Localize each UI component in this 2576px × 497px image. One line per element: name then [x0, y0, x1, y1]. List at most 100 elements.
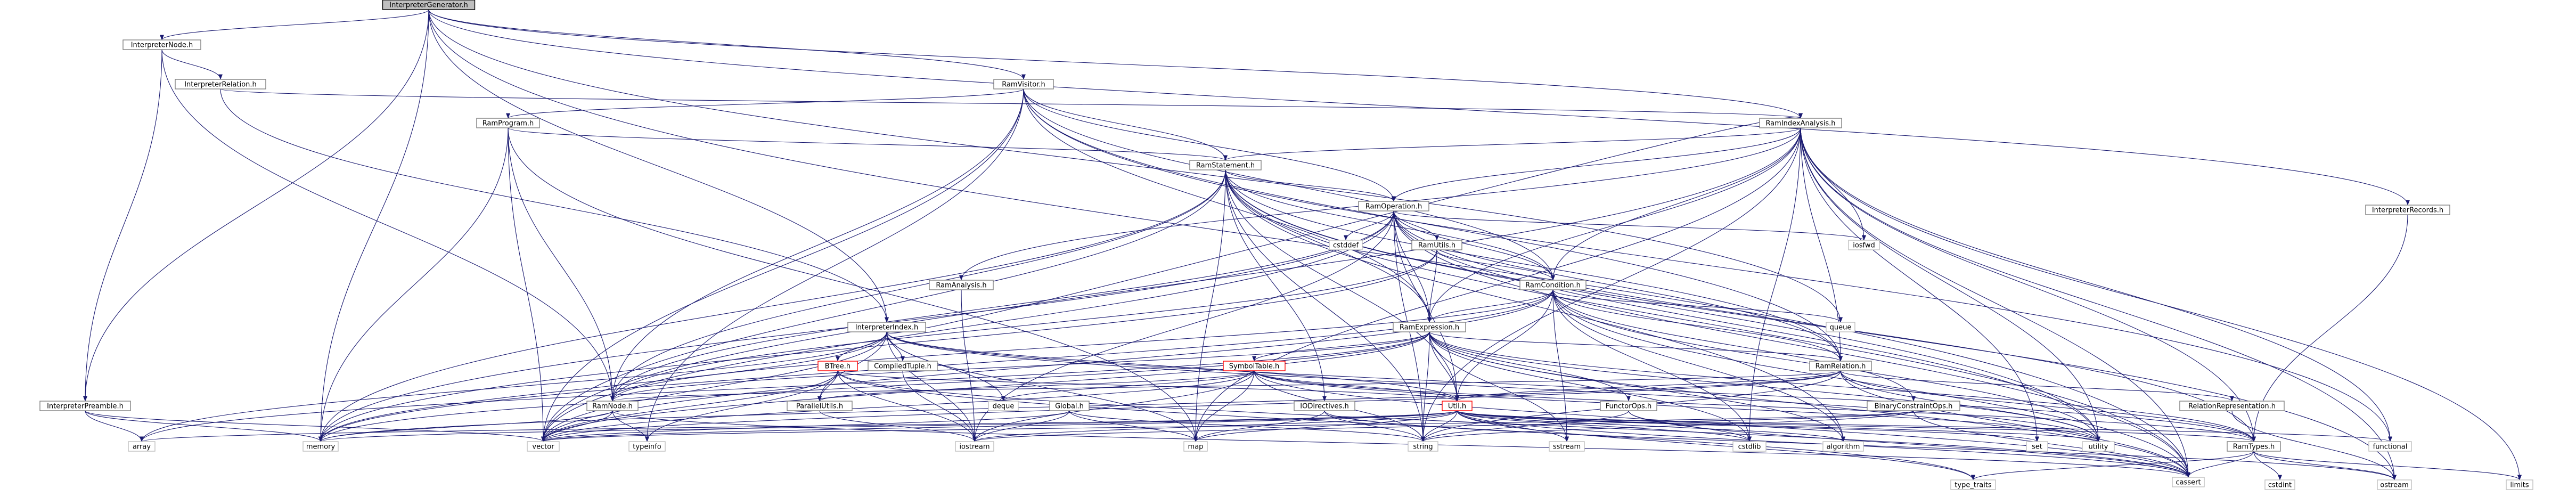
- node-ramprogram-h[interactable]: RamProgram.h: [476, 118, 540, 128]
- node-box: [2368, 441, 2412, 452]
- edge-ramtypes-h-to-cstdint: [2253, 451, 2282, 480]
- edge-interpreterindex-h-to-memory: [318, 331, 887, 442]
- edge-interpretergenerator-h-to-interpreternode-h: [160, 9, 429, 40]
- edge-ramprogram-h-to-vector: [508, 127, 545, 442]
- edge-ramindexanalysis-h-to-cstdlib: [1747, 127, 1801, 442]
- edge-ramvisitor-h-to-ramexpression-h: [1023, 88, 1432, 323]
- node-compiledtuple-h[interactable]: CompiledTuple.h: [868, 361, 938, 371]
- node-box: [1809, 361, 1872, 371]
- node-string: string: [1408, 441, 1438, 452]
- edge-ramrelation-h-to-cassert: [1840, 370, 2190, 478]
- node-box: [628, 441, 666, 452]
- node-ramcondition-h[interactable]: RamCondition.h: [1519, 280, 1587, 290]
- edge-ramutils-h-to-ramnode-h: [610, 249, 1437, 402]
- edge-interpretergenerator-h-to-cassert: [428, 9, 2190, 478]
- edge-ramoperation-h-to-cassert: [1393, 210, 2190, 478]
- node-parallelutils-h[interactable]: ParallelUtils.h: [787, 401, 853, 411]
- node-ramvisitor-h[interactable]: RamVisitor.h: [993, 79, 1054, 89]
- edge-util-h-to-algorithm: [1457, 410, 1845, 442]
- edge-ramtypes-h-to-cassert: [2186, 451, 2254, 478]
- edge-iodirectives-h-to-string: [1324, 410, 1425, 442]
- node-label: IODirectives.h: [1300, 403, 1348, 411]
- edge-ramtypes-h-to-limits: [2253, 451, 2522, 480]
- node-functorops-h[interactable]: FunctorOps.h: [1600, 401, 1657, 411]
- edge-binaryconstraintops-h-to-iostream: [972, 410, 1914, 442]
- edge-ramindexanalysis-h-to-map: [1193, 127, 1801, 442]
- node-type-traits: type_traits: [1950, 479, 1996, 490]
- node-iostream: iostream: [955, 441, 994, 452]
- node-ramrelation-h[interactable]: RamRelation.h: [1809, 361, 1872, 371]
- node-label: string: [1413, 443, 1433, 451]
- node-cstdlib: cstdlib: [1732, 441, 1767, 452]
- node-interpreternode-h[interactable]: InterpreterNode.h: [122, 39, 201, 50]
- edge-ramanalysis-h-to-iostream: [961, 289, 977, 442]
- node-util-h[interactable]: Util.h: [1442, 401, 1473, 411]
- node-box: [2026, 441, 2048, 452]
- edge-interpretergenerator-h-to-interpreterpreamble-h: [83, 9, 429, 402]
- node-label: vector: [532, 443, 554, 451]
- node-interpreterindex-h[interactable]: InterpreterIndex.h: [847, 322, 926, 332]
- node-ramindexanalysis-h[interactable]: RamIndexAnalysis.h: [1759, 118, 1842, 128]
- edge-ramcondition-h-to-ramexpression-h: [1427, 289, 1553, 323]
- node-ramstatement-h[interactable]: RamStatement.h: [1189, 160, 1262, 170]
- edge-functorops-h-to-string: [1421, 410, 1629, 442]
- node-label: limits: [2510, 482, 2529, 490]
- edge-ramutils-h-to-ramexpression-h: [1427, 249, 1437, 323]
- node-box: [175, 79, 266, 89]
- node-interpreterrelation-h[interactable]: InterpreterRelation.h: [175, 79, 266, 89]
- node-box: [39, 401, 131, 411]
- edge-interpreterindex-h-to-utility: [886, 331, 2100, 442]
- node-cstdint: cstdint: [2264, 479, 2295, 490]
- edge-ramindexanalysis-h-to-functional: [1800, 127, 2392, 442]
- node-label: queue: [1830, 324, 1852, 332]
- node-ostream: ostream: [2377, 479, 2412, 490]
- node-relationrepresentation-h[interactable]: RelationRepresentation.h: [2179, 401, 2285, 411]
- node-iodirectives-h[interactable]: IODirectives.h: [1294, 401, 1355, 411]
- node-box: [586, 401, 639, 411]
- node-ramexpression-h[interactable]: RamExpression.h: [1393, 322, 1466, 332]
- node-binaryconstraintops-h[interactable]: BinaryConstraintOps.h: [1867, 401, 1960, 411]
- node-label: CompiledTuple.h: [874, 363, 931, 371]
- edge-interpreterpreamble-h-to-array: [85, 410, 144, 442]
- node-box: [2506, 479, 2533, 490]
- edge-interpreternode-h-to-ramnode-h: [161, 49, 615, 402]
- edge-interpretergenerator-h-to-memory: [318, 9, 429, 442]
- node-label: sstream: [1553, 443, 1581, 451]
- node-ramnode-h[interactable]: RamNode.h: [586, 401, 639, 411]
- node-box: [1408, 441, 1438, 452]
- edge-ramexpression-h-to-array: [140, 331, 1430, 442]
- node-ramtypes-h[interactable]: RamTypes.h: [2227, 441, 2281, 452]
- node-ramanalysis-h[interactable]: RamAnalysis.h: [929, 280, 994, 290]
- node-box: [122, 39, 201, 50]
- edge-ramexpression-h-to-ramtypes-h: [1429, 331, 2256, 442]
- edge-parallelutils-h-to-iostream: [819, 410, 977, 442]
- node-global-h[interactable]: Global.h: [1049, 401, 1090, 411]
- node-label: RamVisitor.h: [1002, 81, 1045, 89]
- node-interpreterpreamble-h[interactable]: InterpreterPreamble.h: [39, 401, 131, 411]
- edge-functorops-h-to-cstdlib: [1628, 410, 1752, 442]
- edge-functorops-h-to-cassert: [1628, 410, 2190, 478]
- node-interpretergenerator-h[interactable]: InterpreterGenerator.h: [382, 0, 476, 10]
- node-ramutils-h[interactable]: RamUtils.h: [1411, 240, 1462, 250]
- edge-ramvisitor-h-to-vector: [541, 88, 1024, 442]
- edge-ramexpression-h-to-ramrelation-h: [1429, 331, 1843, 362]
- node-label: RamAnalysis.h: [936, 282, 986, 290]
- edge-ramoperation-h-to-utility: [1393, 210, 2100, 442]
- node-label: RamOperation.h: [1365, 203, 1422, 211]
- node-label: deque: [993, 403, 1015, 411]
- node-algorithm: algorithm: [1822, 441, 1864, 452]
- edge-util-h-to-array: [140, 410, 1458, 442]
- node-box: [1411, 240, 1462, 250]
- node-box: [1223, 361, 1286, 371]
- node-label: functional: [2373, 443, 2408, 451]
- node-ramoperation-h[interactable]: RamOperation.h: [1358, 201, 1429, 211]
- node-functional: functional: [2368, 441, 2412, 452]
- node-interpreterrecords-h[interactable]: InterpreterRecords.h: [2365, 205, 2450, 215]
- node-symboltable-h[interactable]: SymbolTable.h: [1223, 361, 1286, 371]
- node-box: [527, 441, 560, 452]
- edge-btree-h-to-util-h: [837, 370, 1459, 402]
- node-label: BTree.h: [825, 363, 851, 371]
- edge-util-h-to-memory: [318, 410, 1458, 442]
- node-btree-h[interactable]: BTree.h: [817, 361, 858, 371]
- edge-ramcondition-h-to-cassert: [1552, 289, 2190, 478]
